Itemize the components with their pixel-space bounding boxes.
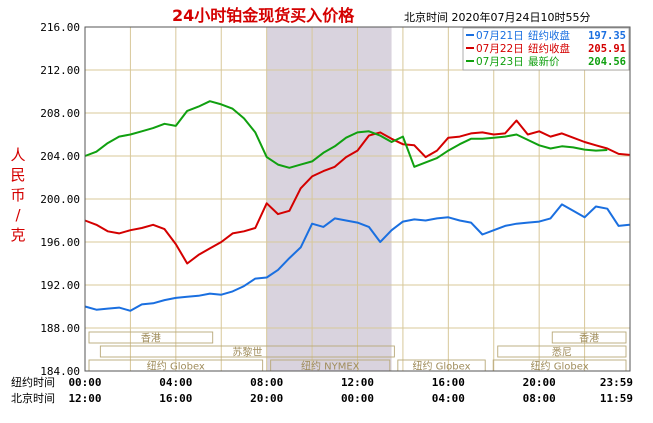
legend-value: 204.56	[588, 56, 626, 68]
x-axis-ticks: 00:00 04:00 08:00 12:00 16:00 20:00 23:59 12:00…	[68, 376, 633, 405]
x-tick-label: 04:00	[159, 376, 192, 389]
session-label: 香港	[141, 333, 161, 345]
chart-subtitle: 北京时间 2020年07月24日10时55分	[404, 10, 590, 24]
x-tick-label: 12:00	[68, 392, 101, 405]
series-line	[84, 203, 630, 312]
plot-frame	[84, 26, 631, 372]
series-lines	[84, 100, 630, 312]
x-tick-label: 00:00	[341, 392, 374, 405]
x-tick-label: 12:00	[341, 376, 374, 389]
session-label: 香港	[579, 333, 599, 345]
grid	[84, 26, 631, 372]
y-tick-label: 204.00	[40, 150, 80, 163]
y-label-char: 币	[10, 186, 25, 204]
session-label: 悉尼	[552, 347, 572, 359]
y-tick-label: 212.00	[40, 64, 80, 77]
y-tick-label: 216.00	[40, 21, 80, 34]
x-tick-label: 08:00	[250, 376, 283, 389]
y-tick-label: 188.00	[40, 322, 80, 335]
y-tick-label: 184.00	[40, 365, 80, 378]
session-label: 纽约 NYMEX	[301, 360, 360, 373]
x-tick-label: 20:00	[250, 392, 283, 405]
x-tick-label: 08:00	[523, 392, 556, 405]
x-tick-label: 11:59	[600, 392, 633, 405]
y-tick-label: 196.00	[40, 236, 80, 249]
session-box	[551, 331, 627, 344]
x-tick-label: 16:00	[432, 376, 465, 389]
y-label-char: 克	[10, 226, 25, 244]
session-box	[99, 345, 395, 358]
y-label-char: /	[15, 206, 21, 224]
y-tick-label: 192.00	[40, 279, 80, 292]
legend: 07月21日 纽约收盘 197.35 07月22日 纽约收盘 205.91 07月23日 最新…	[466, 29, 626, 68]
x-tick-label: 23:59	[600, 376, 633, 389]
x-tick-label: 20:00	[523, 376, 556, 389]
x-row-label: 纽约时间	[11, 375, 55, 389]
legend-date: 07月21日	[476, 30, 524, 42]
x-row-label: 北京时间	[11, 391, 55, 405]
legend-text: 纽约收盘	[528, 42, 570, 55]
legend-text: 最新价	[528, 55, 560, 68]
y-label-char: 人	[10, 146, 25, 164]
session-box	[497, 345, 627, 358]
y-axis-label: 人民币 / 克	[10, 146, 25, 244]
session-label: 纽约 Globex	[531, 360, 589, 373]
session-box	[88, 331, 214, 344]
session-label: 纽约 Globex	[412, 360, 470, 373]
legend-text: 纽约收盘	[528, 29, 570, 42]
legend-value: 197.35	[588, 30, 626, 42]
x-tick-label: 04:00	[432, 392, 465, 405]
legend-date: 07月22日	[476, 43, 524, 55]
legend-box	[462, 27, 630, 71]
series-line	[84, 100, 608, 169]
y-label-char: 民	[10, 166, 25, 184]
x-tick-label: 00:00	[68, 376, 101, 389]
legend-date: 07月23日	[476, 56, 524, 68]
y-tick-label: 200.00	[40, 193, 80, 206]
y-tick-label: 208.00	[40, 107, 80, 120]
session-label: 苏黎世	[232, 346, 262, 359]
x-tick-label: 16:00	[159, 392, 192, 405]
chart-title: 24小时铂金现货买入价格	[172, 6, 355, 25]
y-axis-ticks: 216.00 212.00 208.00 204.00 200.00 196.00 192.…	[40, 21, 80, 378]
session-label: 纽约 Globex	[147, 360, 205, 373]
series-line	[84, 119, 630, 265]
legend-value: 205.91	[588, 43, 626, 55]
